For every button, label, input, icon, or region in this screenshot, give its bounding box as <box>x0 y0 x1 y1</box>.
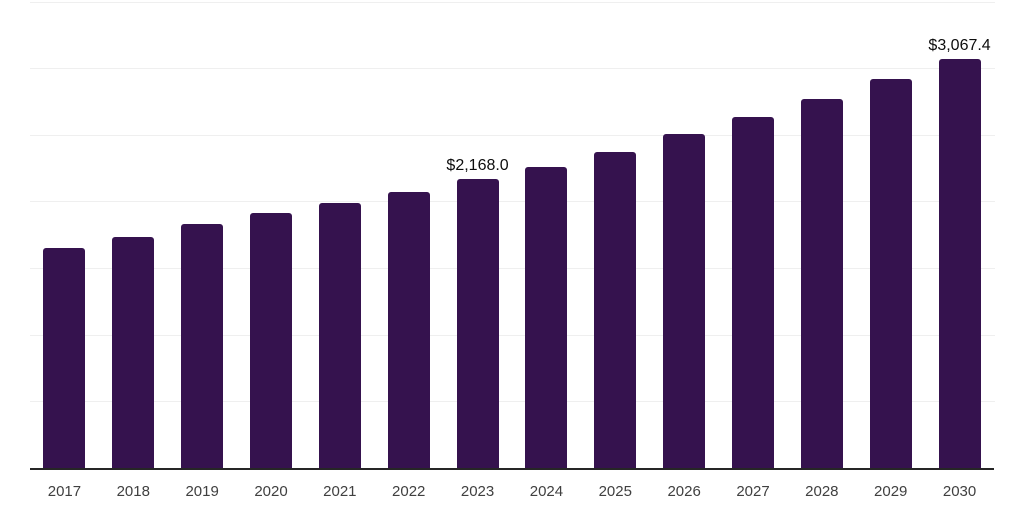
x-tick-2023: 2023 <box>460 483 495 500</box>
bar-2030 <box>938 59 981 468</box>
bar-2028 <box>800 98 843 468</box>
bar-2017 <box>43 248 86 468</box>
x-tick-2022: 2022 <box>392 483 426 500</box>
data-label-2023: $2,168.0 <box>446 157 509 175</box>
x-tick-2020: 2020 <box>254 483 288 500</box>
x-tick-2021: 2021 <box>323 483 357 500</box>
x-tick-2019: 2019 <box>185 483 219 500</box>
gridline-2000 <box>30 201 995 203</box>
bar-2022 <box>387 191 430 468</box>
bar-2024 <box>525 166 568 468</box>
x-tick-2030: 2030 <box>942 483 977 500</box>
x-tick-2025: 2025 <box>598 483 632 500</box>
bar-2023 <box>456 179 499 468</box>
bar-2020 <box>250 213 292 468</box>
bar-2025 <box>594 151 637 468</box>
gridline-1000 <box>30 334 995 336</box>
x-tick-2029: 2029 <box>874 483 908 500</box>
bar-2018 <box>112 237 155 468</box>
x-tick-2018: 2018 <box>116 483 150 500</box>
gridline-1500 <box>30 268 995 270</box>
data-label-2030: $3,067.4 <box>928 37 991 55</box>
gridline-500 <box>30 401 995 403</box>
bar-2026 <box>663 134 706 468</box>
bar-2021 <box>318 202 361 468</box>
gridline-2500 <box>30 134 995 136</box>
x-axis-line <box>30 468 994 470</box>
x-tick-2017: 2017 <box>47 483 82 500</box>
gridline-3500 <box>30 1 995 3</box>
x-tick-2027: 2027 <box>736 483 770 500</box>
x-tick-2026: 2026 <box>667 483 701 500</box>
gridline-3000 <box>30 68 995 70</box>
bar-2027 <box>732 116 774 468</box>
bar-2029 <box>869 79 912 468</box>
bar-2019 <box>181 223 224 468</box>
x-tick-2028: 2028 <box>805 483 839 500</box>
x-tick-2024: 2024 <box>529 483 564 500</box>
